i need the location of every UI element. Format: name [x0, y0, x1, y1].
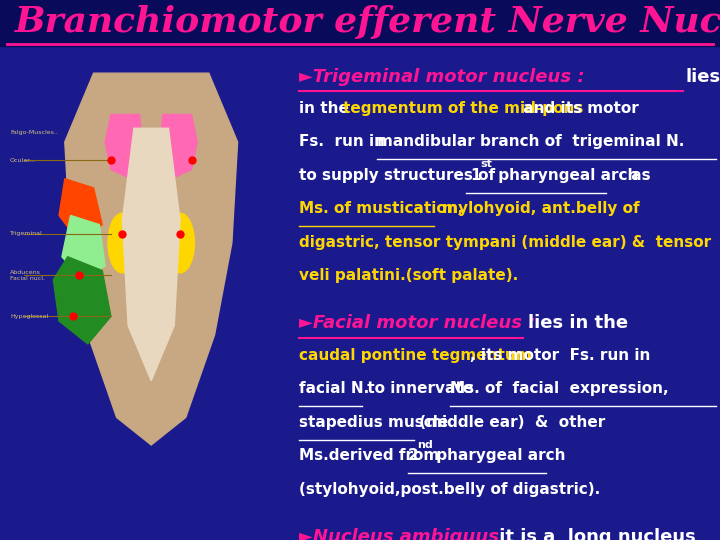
Text: , its motor  Fs. run in: , its motor Fs. run in [470, 348, 651, 363]
Text: Ms.derived from: Ms.derived from [299, 448, 444, 463]
Polygon shape [65, 73, 238, 445]
Text: 2: 2 [408, 448, 419, 463]
Text: veli palatini.(soft palate).: veli palatini.(soft palate). [299, 268, 518, 284]
Text: Ms. of mustication,: Ms. of mustication, [299, 201, 463, 217]
Polygon shape [62, 215, 105, 280]
Text: Trigeminal: Trigeminal [10, 231, 42, 237]
Text: as: as [626, 168, 651, 183]
Polygon shape [53, 256, 111, 344]
Text: ►Trigeminal motor nucleus :: ►Trigeminal motor nucleus : [299, 68, 590, 85]
Polygon shape [160, 114, 197, 179]
Text: Falgo-Muscles..: Falgo-Muscles.. [10, 130, 58, 136]
Text: stapedius muscle: stapedius muscle [299, 415, 448, 430]
Text: to innervate: to innervate [362, 381, 479, 396]
Text: tegmentum of the mid-pons: tegmentum of the mid-pons [343, 101, 584, 116]
Text: 1: 1 [470, 168, 481, 183]
Text: lies in the: lies in the [528, 314, 628, 332]
Text: facial N.: facial N. [299, 381, 369, 396]
Text: Hypoglossal: Hypoglossal [10, 314, 48, 319]
Polygon shape [59, 179, 102, 238]
Text: in the: in the [299, 101, 354, 116]
Text: nd: nd [418, 440, 433, 450]
Bar [0, 0, 720, 46]
Text: pharyngeal arch: pharyngeal arch [493, 168, 639, 183]
Text: st: st [480, 159, 492, 170]
Text: digastric, tensor tympani (middle ear) &  tensor: digastric, tensor tympani (middle ear) &… [299, 235, 711, 250]
Text: mandibular branch of  trigeminal N.: mandibular branch of trigeminal N. [377, 134, 684, 150]
Text: ►Facial motor nucleus :: ►Facial motor nucleus : [299, 314, 541, 332]
Ellipse shape [108, 213, 137, 273]
Text: Branchiomotor efferent Nerve Nuclei: Branchiomotor efferent Nerve Nuclei [14, 5, 720, 38]
Text: lies: lies [685, 68, 720, 85]
Text: Ms. of  facial  expression,: Ms. of facial expression, [450, 381, 669, 396]
Text: pharygeal arch: pharygeal arch [431, 448, 565, 463]
Text: (middle ear)  &  other: (middle ear) & other [414, 415, 606, 430]
Text: (stylohyoid,post.belly of digastric).: (stylohyoid,post.belly of digastric). [299, 482, 600, 497]
Text: caudal pontine tegmentum: caudal pontine tegmentum [299, 348, 531, 363]
Text: it is a  long nucleus: it is a long nucleus [493, 528, 696, 540]
Text: Abducens
Facial nucl.: Abducens Facial nucl. [10, 270, 45, 280]
Text: Fs.  run in: Fs. run in [299, 134, 390, 150]
Text: Ocular...: Ocular... [10, 158, 36, 163]
Polygon shape [105, 114, 143, 179]
Text: ►Nucleus ambiguus :: ►Nucleus ambiguus : [299, 528, 518, 540]
Text: to supply structures of: to supply structures of [299, 168, 510, 183]
Ellipse shape [166, 213, 194, 273]
Polygon shape [122, 128, 180, 381]
Text: and its motor: and its motor [518, 101, 639, 116]
Text: mylohyoid, ant.belly of: mylohyoid, ant.belly of [437, 201, 639, 217]
